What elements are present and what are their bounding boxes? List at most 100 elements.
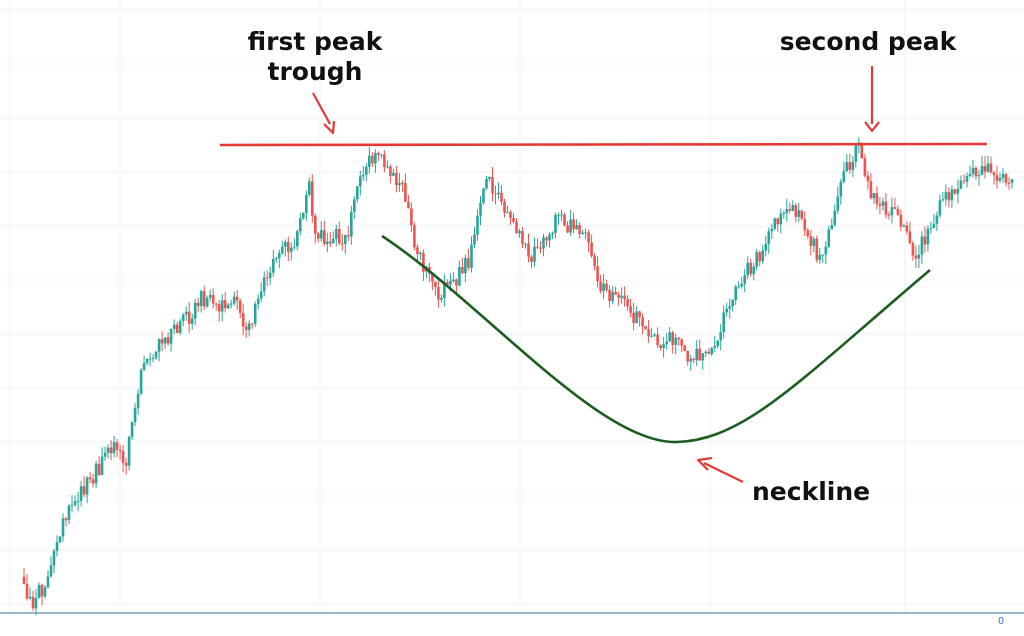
candle	[272, 249, 275, 277]
candle	[575, 219, 578, 230]
candle-body-down	[338, 228, 341, 244]
candle	[878, 197, 882, 215]
candle	[557, 212, 560, 225]
candle	[25, 574, 29, 601]
candle	[166, 332, 170, 346]
candle-body-up	[998, 178, 1002, 181]
candle-body-down	[626, 299, 629, 307]
candle-body-up	[139, 369, 143, 394]
candle-body-up	[833, 210, 837, 225]
candle	[70, 495, 74, 512]
annotation-trough: trough	[268, 57, 363, 86]
candle	[620, 287, 623, 304]
candle-body-up	[944, 192, 948, 200]
candle	[253, 301, 257, 327]
candle-body-up	[58, 536, 62, 542]
candle-body-up	[374, 153, 377, 164]
candle	[563, 212, 566, 227]
candle-body-up	[971, 167, 975, 174]
candle-body-up	[103, 452, 107, 457]
candle-body-up	[764, 244, 768, 251]
candle-body-down	[82, 486, 86, 495]
candle	[662, 337, 665, 358]
candle	[539, 241, 542, 254]
candle	[638, 310, 641, 327]
candle	[626, 295, 629, 311]
candle	[193, 299, 197, 326]
candle-body-down	[677, 337, 680, 340]
candle-body-up	[902, 225, 906, 227]
candle-body-down	[31, 596, 35, 609]
candle	[818, 247, 822, 264]
candle-body-down	[848, 162, 852, 170]
candle	[812, 236, 816, 253]
candle-body-up	[443, 282, 446, 298]
candle-body-up	[710, 348, 713, 354]
candle-body-down	[160, 339, 164, 344]
candle	[350, 205, 353, 245]
candle-body-up	[842, 171, 846, 182]
candle-body-down	[887, 214, 891, 216]
candle-body-down	[347, 235, 350, 237]
candle-body-down	[437, 287, 440, 300]
candle	[145, 358, 149, 366]
candle	[779, 208, 783, 234]
candle	[776, 217, 780, 232]
candle-body-up	[302, 213, 305, 219]
candle-body-up	[650, 335, 653, 337]
candle	[1007, 177, 1011, 190]
candle	[719, 324, 722, 351]
cup-curve	[381, 234, 931, 444]
candle-body-down	[800, 210, 804, 219]
candle-body-down	[869, 181, 873, 199]
candle-body-up	[136, 393, 140, 409]
candle-body-up	[100, 456, 104, 475]
candle	[542, 234, 545, 257]
candle	[121, 445, 125, 473]
candle	[154, 350, 158, 360]
candle	[731, 299, 734, 312]
candle-body-down	[656, 334, 659, 346]
candle	[136, 389, 140, 415]
candle-body-down	[217, 304, 221, 312]
candle	[941, 191, 945, 202]
candle-body-down	[241, 312, 245, 327]
candle	[464, 254, 467, 283]
candle-body-up	[704, 351, 707, 354]
candle-body-up	[827, 229, 831, 247]
candle	[247, 320, 251, 337]
candle	[365, 163, 368, 182]
candle	[437, 278, 440, 308]
candle-body-down	[647, 329, 650, 337]
candle-body-up	[968, 174, 972, 177]
candle-body-up	[473, 234, 476, 245]
candle-body-up	[734, 286, 737, 300]
candle-body-up	[965, 176, 969, 182]
candle	[398, 173, 401, 192]
candle	[749, 258, 752, 277]
candle-body-up	[518, 230, 521, 234]
candle	[148, 352, 152, 367]
candle	[82, 476, 86, 498]
candle-body-up	[737, 286, 740, 288]
candle	[55, 535, 59, 557]
candle-body-up	[184, 311, 188, 315]
candle	[109, 440, 113, 461]
candle-body-up	[470, 244, 473, 268]
candle	[40, 583, 44, 606]
candle-body-up	[725, 308, 728, 313]
candle	[974, 166, 978, 180]
candle-body-up	[350, 211, 353, 237]
candle	[959, 175, 963, 190]
candle	[584, 228, 587, 240]
candle	[79, 480, 83, 507]
candle	[998, 172, 1002, 183]
candle-body-up	[272, 258, 275, 273]
candle-body-up	[1001, 174, 1005, 179]
candle-body-up	[181, 314, 185, 321]
candle	[281, 240, 284, 255]
chart-grid	[0, 0, 1024, 612]
candle	[31, 590, 35, 612]
candle	[932, 213, 936, 229]
candle-body-up	[986, 163, 990, 172]
